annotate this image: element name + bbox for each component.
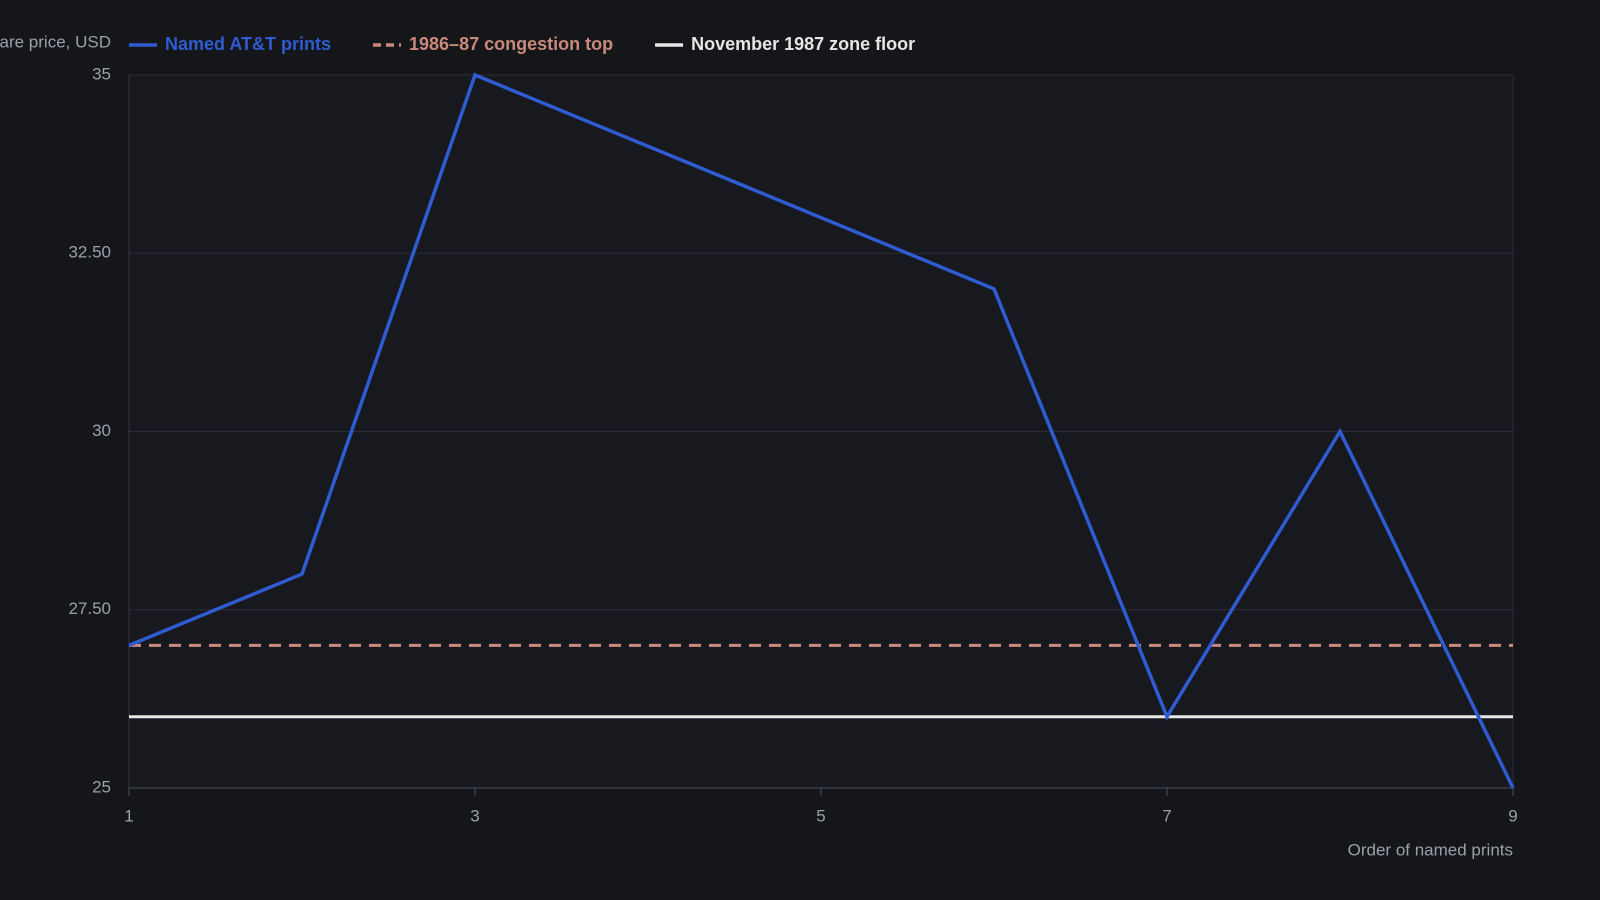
y-tick-label: 25	[92, 777, 111, 796]
y-tick-label: 32.50	[68, 243, 111, 262]
legend-label: 1986–87 congestion top	[409, 34, 613, 54]
y-tick-label: 35	[92, 64, 111, 83]
x-axis-label: Order of named prints	[1348, 840, 1513, 859]
x-tick-label: 7	[1162, 806, 1171, 825]
x-tick-label: 1	[124, 806, 133, 825]
x-tick-label: 5	[816, 806, 825, 825]
x-tick-label: 3	[470, 806, 479, 825]
legend-label: Named AT&T prints	[165, 34, 331, 54]
y-tick-label: 27.50	[68, 599, 111, 618]
x-tick-label: 9	[1508, 806, 1517, 825]
y-tick-label: 30	[92, 421, 111, 440]
series-line	[128, 72, 1515, 789]
legend-label: November 1987 zone floor	[691, 34, 915, 54]
y-axis-label: Share price, USD	[0, 32, 111, 51]
